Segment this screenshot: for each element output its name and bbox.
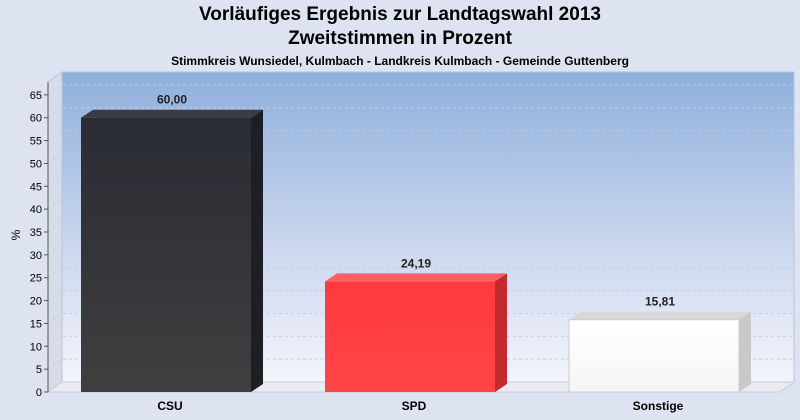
- y-axis-label: %: [9, 229, 23, 240]
- gridline: [47, 244, 794, 256]
- chart-caption: Stimmkreis Wunsiedel, Kulmbach - Landkre…: [171, 54, 629, 68]
- y-tick-label: 35: [30, 227, 42, 239]
- bar-sonstige: [568, 311, 751, 393]
- value-label: 15,81: [645, 295, 675, 309]
- y-tick-label: 40: [30, 204, 42, 216]
- gridline: [47, 335, 794, 347]
- plot-left-wall: [47, 71, 63, 393]
- bar-front: [325, 281, 495, 392]
- chart-title: Vorläufiges Ergebnis zur Landtagswahl 20…: [199, 4, 601, 25]
- gridline: [47, 358, 794, 370]
- gridline: [47, 290, 794, 301]
- bar-top: [325, 273, 507, 282]
- y-tick-label: 10: [30, 341, 42, 353]
- gridline: [47, 152, 794, 164]
- y-tick-label: 15: [30, 318, 42, 330]
- gridline: [47, 175, 794, 187]
- bar-side: [495, 273, 507, 392]
- bar-top: [81, 109, 263, 118]
- gridline: [47, 130, 794, 141]
- y-tick-label: 55: [30, 136, 42, 148]
- value-label: 60,00: [157, 93, 187, 107]
- y-tick-label: 5: [36, 364, 42, 376]
- y-tick-label: 65: [30, 90, 42, 102]
- gridline: [47, 312, 794, 324]
- chart-subtitle: Zweitstimmen in Prozent: [288, 28, 512, 49]
- bar-side: [251, 109, 263, 392]
- y-tick-label: 45: [30, 181, 42, 193]
- gridline: [47, 267, 794, 279]
- bar-csu: [81, 109, 263, 392]
- category-label: SPD: [402, 399, 427, 413]
- y-tick-label: 60: [30, 113, 42, 125]
- bar-top: [569, 311, 751, 320]
- y-tick-label: 20: [30, 296, 42, 308]
- gridline: [47, 221, 794, 233]
- y-tick-label: 0: [36, 387, 42, 399]
- gridline: [47, 198, 794, 210]
- category-label: CSU: [157, 399, 182, 413]
- y-tick-label: 30: [30, 250, 42, 262]
- bar-side: [739, 311, 751, 392]
- bar-front: [568, 319, 740, 393]
- y-tick-label: 50: [30, 158, 42, 170]
- y-tick-label: 25: [30, 273, 42, 285]
- bar-front: [81, 117, 251, 392]
- gridline: [47, 84, 794, 96]
- category-label: Sonstige: [633, 399, 684, 413]
- bar-spd: [325, 273, 507, 392]
- value-label: 24,19: [401, 256, 431, 270]
- gridline: [47, 107, 794, 119]
